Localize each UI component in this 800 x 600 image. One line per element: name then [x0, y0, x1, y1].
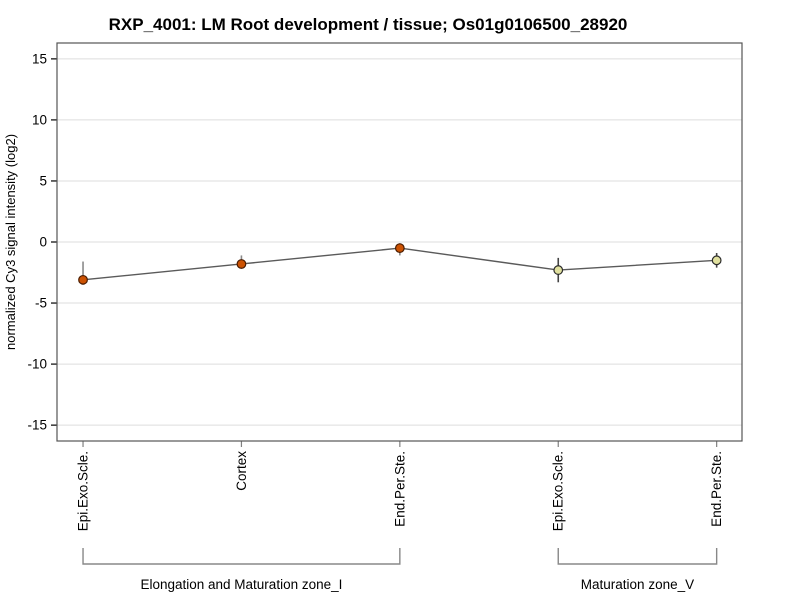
- data-point: [78, 274, 88, 285]
- data-point: [711, 255, 722, 266]
- x-category-label: End.Per.Ste.: [392, 451, 407, 527]
- y-tick-label: -10: [27, 357, 47, 372]
- y-tick-label: -5: [35, 296, 47, 311]
- x-category-label: End.Per.Ste.: [709, 451, 724, 527]
- group-bracket: [557, 548, 718, 565]
- y-axis-title: normalized Cy3 signal intensity (log2): [3, 134, 18, 350]
- y-tick-label: -15: [27, 418, 47, 433]
- x-category-label: Epi.Exo.Scle.: [551, 451, 566, 531]
- data-point: [553, 265, 564, 275]
- plot-area: Epi.Exo.Scle. Cortex End.Per.Ste. Epi.Exo.S…: [27, 42, 743, 592]
- data-point: [394, 243, 405, 254]
- y-tick-label: 5: [39, 173, 47, 188]
- x-category-label: Epi.Exo.Scle.: [76, 451, 91, 531]
- group-label: Maturation zone_V: [581, 577, 694, 592]
- y-tick-label: 0: [39, 235, 47, 250]
- chart-title: RXP_4001: LM Root development / tissue; …: [109, 15, 628, 34]
- x-category-label: Cortex: [234, 451, 249, 491]
- y-tick-label: 15: [32, 51, 47, 66]
- data-point: [236, 259, 247, 269]
- y-tick-label: 10: [32, 112, 47, 127]
- plot-border: [56, 42, 743, 442]
- group-label: Elongation and Maturation zone_I: [140, 577, 342, 592]
- group-bracket: [82, 548, 401, 565]
